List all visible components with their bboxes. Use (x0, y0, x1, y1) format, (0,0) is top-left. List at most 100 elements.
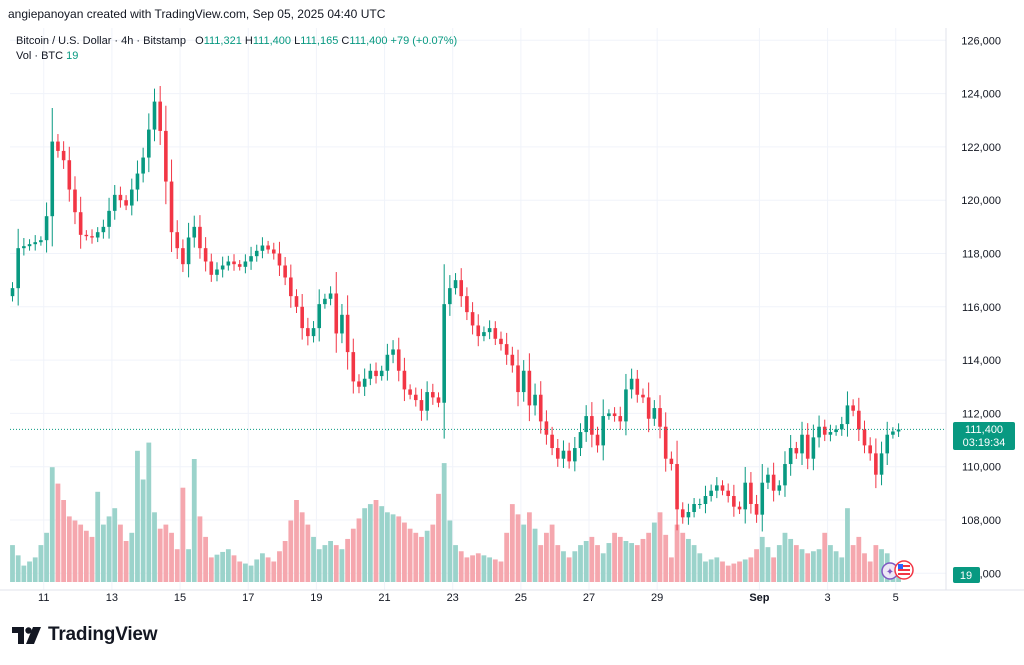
candle-body (374, 370, 378, 377)
volume-bar (89, 536, 95, 582)
candle-body (766, 474, 770, 483)
volume-bar (816, 549, 822, 582)
volume-bar (464, 557, 470, 582)
candle-body (402, 370, 407, 390)
volume-bar (742, 559, 748, 582)
candle (573, 436, 577, 472)
volume-bar (759, 536, 765, 582)
candle (839, 416, 844, 436)
volume-bar (328, 541, 333, 582)
event-icons[interactable]: ✦ (881, 560, 914, 580)
candle (391, 340, 395, 364)
candle-body (362, 378, 367, 387)
volume-bar (208, 557, 214, 582)
volume-bar (299, 512, 305, 582)
candle-body (726, 490, 730, 497)
candle-body (811, 437, 816, 459)
candle (800, 421, 804, 466)
volume-label[interactable]: Vol · BTC (16, 50, 64, 62)
candle (595, 426, 600, 453)
candle-body (203, 248, 208, 262)
candle (822, 419, 827, 442)
candle-body (527, 370, 532, 406)
candle-body (300, 306, 304, 329)
candle (635, 369, 640, 403)
price-tick-label: 116,000 (962, 302, 1001, 314)
candle (16, 228, 20, 306)
volume-bar (509, 504, 515, 582)
volume-bar (237, 561, 243, 582)
candle-body (715, 485, 719, 491)
time-axis[interactable]: 11 13 15 17 19 21 23 25 27 29 Sep 3 5 (0, 589, 1024, 604)
candle-body (584, 416, 588, 433)
volume-bar (578, 545, 583, 582)
volume-bar (174, 549, 180, 582)
candle (874, 438, 878, 489)
candle (516, 349, 520, 407)
candle-body (448, 288, 452, 305)
candle-body (544, 421, 549, 435)
volume-bar (254, 559, 260, 582)
volume-bar (634, 545, 640, 582)
candle (686, 503, 691, 525)
candle (732, 484, 736, 517)
volume-bar (498, 561, 504, 582)
candle-body (385, 354, 390, 371)
candle-body (436, 397, 441, 403)
price-axis[interactable]: 106,000108,000110,000112,000114,000116,0… (945, 28, 1001, 590)
volume-bar (419, 536, 424, 582)
volume-bar (407, 528, 413, 582)
candle (118, 186, 123, 208)
volume-bar (83, 530, 89, 582)
high-label: H (244, 35, 253, 47)
candle-body (243, 261, 248, 267)
volume-bar (555, 545, 561, 582)
candle (652, 400, 657, 426)
volume-bar (322, 545, 328, 582)
candle-body (499, 338, 503, 345)
volume-bar (390, 514, 396, 582)
time-tick-label: 21 (378, 592, 390, 604)
tradingview-logo-icon (12, 626, 41, 644)
candle-body (680, 509, 685, 518)
candle-body (857, 410, 861, 430)
candle (737, 501, 742, 515)
volume-bar (850, 545, 856, 582)
price-tick-label: 112,000 (962, 408, 1001, 420)
volume-bar (78, 524, 84, 582)
volume-bar (668, 557, 674, 582)
candle-body (181, 248, 185, 265)
volume-bar (203, 536, 209, 582)
candle-body (891, 431, 895, 435)
candle (550, 426, 554, 456)
candle-body (277, 253, 282, 266)
tradingview-logo[interactable]: TradingView (12, 624, 158, 646)
candle-body (226, 261, 231, 266)
candle (220, 256, 225, 278)
volume-bar (135, 450, 140, 582)
volume-bar (782, 532, 788, 582)
candle (198, 215, 202, 259)
us-flag-stripes (898, 565, 910, 567)
candle (334, 272, 339, 353)
volume-bar (225, 549, 231, 582)
candle (499, 331, 503, 351)
candle-body (209, 261, 214, 275)
volume-bar (191, 459, 197, 582)
candle (584, 405, 588, 442)
volume-bar (600, 553, 606, 582)
volume-bar (640, 538, 646, 582)
volume-bar (384, 512, 390, 582)
price-chart[interactable]: 106,000108,000110,000112,000114,000116,0… (0, 28, 1024, 615)
volume-bar (402, 522, 407, 582)
candle-body (737, 506, 742, 510)
candle-body (249, 256, 253, 262)
candle (33, 235, 38, 251)
candle-body (555, 448, 560, 459)
candle-body (567, 450, 571, 462)
volume-bar (146, 442, 152, 582)
volume-bar (617, 536, 623, 582)
candle-body (186, 237, 191, 265)
symbol-description[interactable]: Bitcoin / U.S. Dollar · 4h · Bitstamp (16, 35, 186, 47)
candle (164, 105, 168, 205)
